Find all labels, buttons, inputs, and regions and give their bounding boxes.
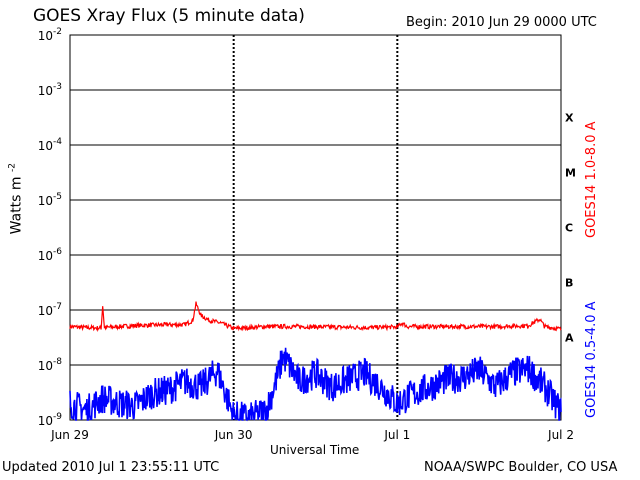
y-tick-label: 10-6 [38,247,63,263]
flare-class-label: C [565,222,573,235]
x-tick-label: Jun 29 [50,428,89,442]
plot-frame [69,34,562,421]
y-tick-label-base: 10 [38,359,53,373]
y-tick-label-exponent: -6 [53,247,62,257]
y-tick-label-base: 10 [38,139,53,153]
y-tick-label: 10-8 [38,357,63,373]
y-tick-label-exponent: -3 [53,82,62,92]
begin-time: Begin: 2010 Jun 29 0000 UTC [406,15,597,30]
y-tick-label: 10-9 [38,412,63,428]
y-tick-label: 10-5 [38,192,62,208]
y-tick-label-exponent: -9 [53,412,62,422]
y-tick-label: 10-4 [38,137,63,153]
flare-class-label: X [565,112,574,125]
x-tick-label: Jul 1 [383,428,410,442]
updated-timestamp: Updated 2010 Jul 1 23:55:11 UTC [2,460,220,475]
y-tick-label-exponent: -2 [53,27,62,37]
y-tick-label-exponent: -5 [53,192,62,202]
y-tick-label-base: 10 [38,414,53,428]
y-tick-label-base: 10 [38,249,53,263]
y-tick-label-exponent: -8 [53,357,62,367]
y-tick-label: 10-3 [38,82,62,98]
y-tick-label-exponent: -4 [53,137,62,147]
credit-text: NOAA/SWPC Boulder, CO USA [424,460,618,475]
flare-class-label: M [565,167,576,180]
flare-class-label: A [565,332,574,345]
x-tick-label: Jun 30 [214,428,253,442]
x-tick-label: Jul 2 [547,428,574,442]
chart-title: GOES Xray Flux (5 minute data) [33,6,305,26]
y-tick-label-exponent: -7 [53,302,62,312]
y-tick-label: 10-7 [38,302,62,318]
y-tick-label-base: 10 [38,194,53,208]
y-tick-label-base: 10 [38,304,53,318]
y-tick-label-base: 10 [38,84,53,98]
series-line-short [69,347,562,422]
y-tick-label: 10-2 [38,27,62,43]
x-axis-label: Universal Time [270,443,360,457]
series-line-long [69,301,562,333]
y-tick-label-base: 10 [38,29,53,43]
flare-class-label: B [565,277,573,290]
